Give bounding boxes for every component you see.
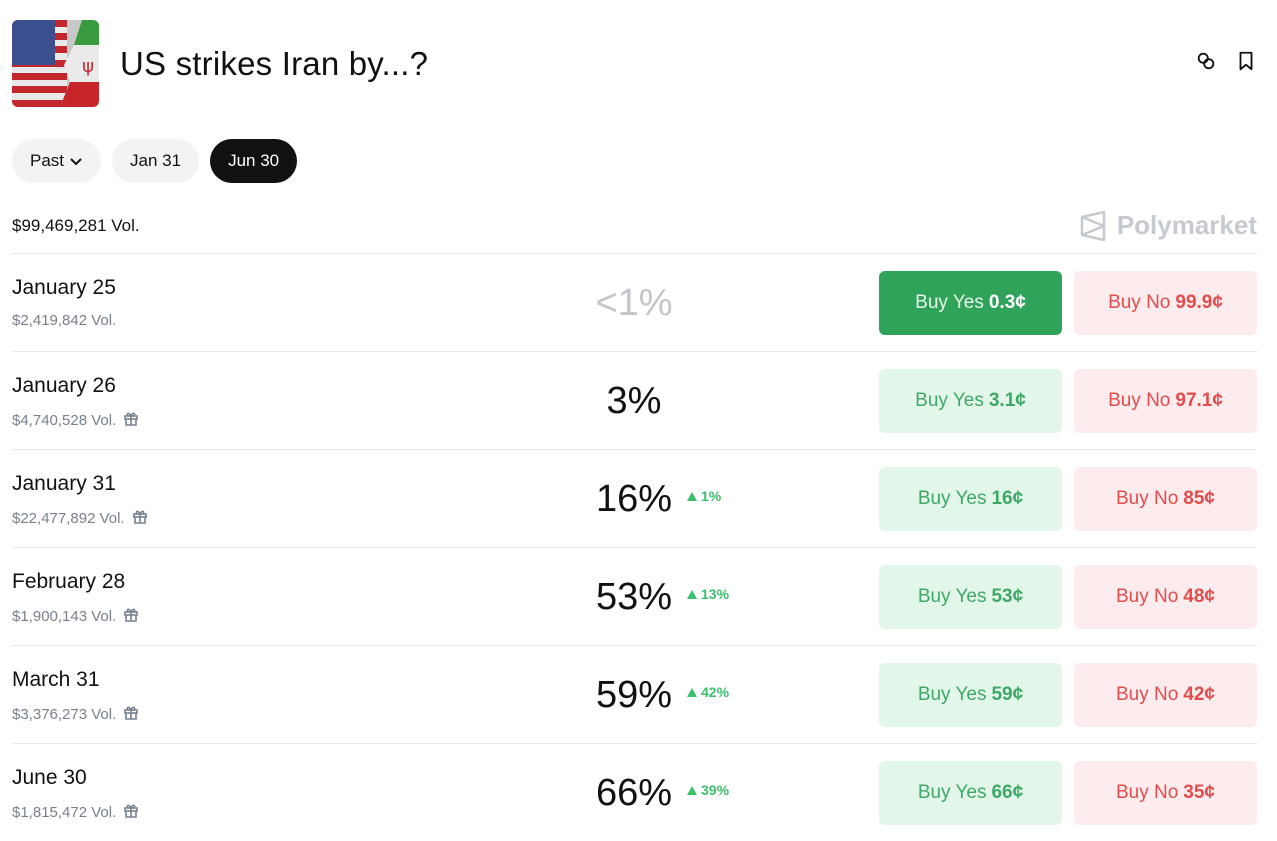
buy-no-label: Buy No [1115,586,1179,607]
market-row[interactable]: March 31 $3,376,273 Vol. 59% 42% Buy Yes… [12,645,1257,743]
market-probability: 3% [606,380,662,422]
total-volume: $99,469,281 Vol. [12,216,140,235]
buy-no-button[interactable]: Buy No 35¢ [1074,761,1257,825]
market-name: February 28 [12,570,126,593]
market-volume: $1,815,472 Vol. [12,803,117,821]
buy-yes-label: Buy Yes [917,782,987,803]
buy-yes-label: Buy Yes [917,488,987,509]
gift-icon[interactable] [123,410,139,430]
market-list: January 25 $2,419,842 Vol. <1% Buy Yes 0.… [12,253,1257,841]
gift-icon[interactable] [123,606,139,626]
buy-no-button[interactable]: Buy No 42¢ [1074,663,1257,727]
gift-icon[interactable] [132,508,148,528]
change-value: 42% [701,684,730,700]
no-price: 42¢ [1183,684,1215,705]
buy-yes-button[interactable]: Buy Yes 3.1¢ [879,369,1062,433]
buy-no-button[interactable]: Buy No 97.1¢ [1074,369,1257,433]
triangle-up-icon [687,687,697,697]
market-row[interactable]: January 31 $22,477,892 Vol. 16% 1% Buy Y… [12,449,1257,547]
gift-icon[interactable] [123,802,139,822]
market-name: January 31 [12,472,116,495]
market-probability: <1% [595,282,673,324]
market-name: January 25 [12,276,116,299]
page-title: US strikes Iran by...? [120,44,429,82]
yes-price: 16¢ [991,488,1024,509]
buy-yes-label: Buy Yes [917,684,987,705]
market-name: March 31 [12,668,100,691]
yes-price: 3.1¢ [988,390,1026,411]
buy-yes-button[interactable]: Buy Yes 66¢ [879,761,1062,825]
market-name: January 26 [12,374,116,397]
date-filters: Past Jan 31 Jun 30 [12,139,298,183]
probability-change: 1% [687,488,721,504]
buy-yes-button[interactable]: Buy Yes 53¢ [879,565,1062,629]
market-image-us-iran-flags: ψ [12,20,99,107]
filter-label: Jun 30 [228,151,280,170]
market-volume: $3,376,273 Vol. [12,705,117,723]
filter-past-dropdown[interactable]: Past [12,139,102,183]
buy-no-label: Buy No [1108,292,1171,313]
no-price: 85¢ [1183,488,1215,509]
filter-jan-31[interactable]: Jan 31 [112,139,200,183]
buy-no-label: Buy No [1115,782,1179,803]
polymarket-logo-icon [1080,210,1106,241]
probability-change: 13% [687,586,729,602]
buy-yes-button[interactable]: Buy Yes 0.3¢ [879,271,1062,335]
no-price: 48¢ [1183,586,1215,607]
market-row[interactable]: June 30 $1,815,472 Vol. 66% 39% Buy Yes 6… [12,743,1257,841]
market-probability: 66% [595,772,673,814]
buy-no-button[interactable]: Buy No 48¢ [1074,565,1257,629]
brand-name: Polymarket [1116,210,1257,240]
market-volume: $4,740,528 Vol. [12,411,117,429]
buy-yes-button[interactable]: Buy Yes 16¢ [879,467,1062,531]
market-probability: 59% [595,674,673,716]
no-price: 35¢ [1183,782,1215,803]
buy-no-button[interactable]: Buy No 99.9¢ [1074,271,1257,335]
market-header: ψ US strikes Iran by...? [12,20,428,107]
buy-no-button[interactable]: Buy No 85¢ [1074,467,1257,531]
market-volume: $22,477,892 Vol. [12,509,125,527]
buy-yes-label: Buy Yes [915,292,984,313]
change-value: 39% [701,782,730,798]
no-price: 99.9¢ [1175,292,1223,313]
change-value: 1% [701,488,722,504]
buy-no-label: Buy No [1115,684,1179,705]
yes-price: 53¢ [991,586,1024,607]
gift-icon[interactable] [123,704,139,724]
filter-jun-30[interactable]: Jun 30 [210,139,298,183]
link-icon[interactable] [1195,50,1217,72]
buy-no-label: Buy No [1108,390,1171,411]
market-row[interactable]: February 28 $1,900,143 Vol. 53% 13% Buy … [12,547,1257,645]
triangle-up-icon [687,589,697,599]
polymarket-logo: Polymarket [1079,210,1257,241]
no-price: 97.1¢ [1175,390,1223,411]
market-volume: $2,419,842 Vol. [12,312,117,329]
market-volume: $1,900,143 Vol. [12,607,117,625]
triangle-up-icon [687,785,697,795]
yes-price: 66¢ [991,782,1024,803]
buy-yes-label: Buy Yes [915,390,984,411]
triangle-up-icon [687,491,697,501]
market-probability: 16% [595,478,673,520]
buy-no-label: Buy No [1115,488,1179,509]
probability-change: 39% [687,782,729,798]
bookmark-icon[interactable] [1235,50,1257,72]
filter-label: Past [30,151,65,170]
probability-change: 42% [687,684,729,700]
change-value: 13% [701,586,730,602]
yes-price: 59¢ [991,684,1024,705]
buy-yes-button[interactable]: Buy Yes 59¢ [879,663,1062,727]
filter-label: Jan 31 [130,151,182,170]
buy-yes-label: Buy Yes [917,586,987,607]
market-probability: 53% [595,576,673,618]
market-name: June 30 [12,766,87,789]
chevron-down-icon [70,158,82,166]
market-row[interactable]: January 25 $2,419,842 Vol. <1% Buy Yes 0.… [12,253,1257,351]
market-row[interactable]: January 26 $4,740,528 Vol. 3% Buy Yes 3.1… [12,351,1257,449]
yes-price: 0.3¢ [988,292,1026,313]
svg-text:ψ: ψ [82,56,94,77]
